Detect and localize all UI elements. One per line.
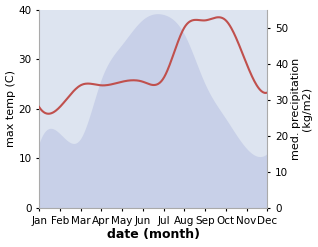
- X-axis label: date (month): date (month): [107, 228, 200, 242]
- Y-axis label: med. precipitation
(kg/m2): med. precipitation (kg/m2): [291, 58, 313, 160]
- Y-axis label: max temp (C): max temp (C): [5, 70, 16, 147]
